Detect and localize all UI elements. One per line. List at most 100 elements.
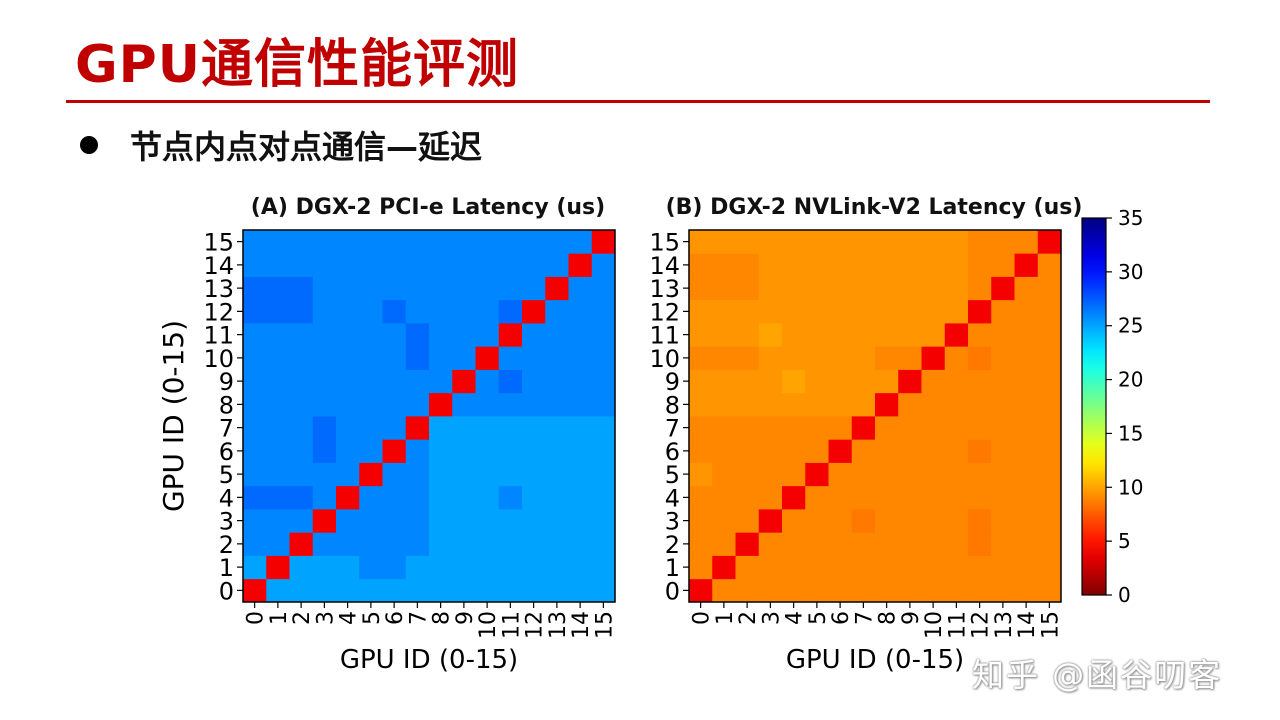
x-axis-label-0: GPU ID (0-15)	[340, 645, 518, 675]
heatmap-cell	[591, 462, 616, 487]
heatmap-cell	[429, 299, 453, 324]
heatmap-cell	[568, 578, 593, 603]
y-tick-label: 6	[219, 438, 234, 466]
heatmap-cell	[382, 323, 407, 347]
heatmap-cell	[452, 230, 476, 254]
heatmap-cell	[266, 369, 290, 394]
heatmap-cell	[498, 578, 523, 603]
heatmap-cell	[382, 578, 407, 603]
y-tick-label: 8	[219, 391, 234, 419]
heatmap-cell	[382, 416, 407, 440]
heatmap-cell	[712, 323, 736, 347]
heatmap-cell	[591, 392, 616, 417]
x-tick-label: 10	[922, 611, 947, 639]
x-tick-label: 4	[783, 611, 808, 625]
heatmap-cell	[359, 462, 383, 487]
heatmap-cell	[312, 346, 337, 370]
heatmap-cell	[1014, 299, 1039, 324]
heatmap-cell	[968, 323, 992, 347]
heatmap-cell	[568, 230, 593, 254]
x-tick-label: 12	[969, 611, 994, 639]
heatmap-cell	[522, 462, 546, 487]
x-tick-label: 3	[759, 611, 784, 625]
x-tick-label: 15	[592, 611, 617, 639]
heatmap-cell	[266, 253, 290, 277]
heatmap-cell	[312, 439, 337, 463]
heatmap-cell	[336, 346, 360, 370]
y-tick-label: 12	[649, 298, 680, 326]
heatmap-cell	[735, 439, 760, 463]
heatmap-cell	[289, 578, 314, 603]
heatmap-cell	[805, 230, 829, 254]
x-tick-label: 1	[713, 611, 738, 625]
heatmap-cell	[944, 392, 969, 417]
heatmap-cell	[712, 439, 736, 463]
heatmap-cell	[968, 392, 992, 417]
heatmap-cell	[498, 253, 523, 277]
heatmap-cell	[968, 485, 992, 510]
heatmap-cell	[1014, 439, 1039, 463]
heatmap-cell	[266, 485, 290, 510]
y-tick-label: 15	[203, 229, 234, 257]
heatmap-cell	[336, 416, 360, 440]
heatmap-cell	[944, 485, 969, 510]
heatmap-cell	[452, 323, 476, 347]
heatmap-cell	[991, 299, 1015, 324]
heatmap-cell	[921, 392, 946, 417]
heatmap-cell	[689, 392, 713, 417]
heatmap-cell	[498, 392, 523, 417]
heatmap-cell	[1037, 369, 1062, 394]
y-tick-label: 5	[665, 461, 680, 489]
heatmap-cell	[851, 369, 876, 394]
y-tick-label: 8	[665, 391, 680, 419]
heatmap-cell	[782, 416, 806, 440]
heatmap-cell	[243, 230, 267, 254]
heatmap-cell	[312, 392, 337, 417]
heatmap-cell	[452, 346, 476, 370]
heatmap-cell	[851, 439, 876, 463]
heatmap-cell	[382, 555, 407, 580]
heatmap-cell	[475, 392, 500, 417]
heatmap-cell	[921, 346, 946, 370]
heatmap-cell	[312, 276, 337, 301]
heatmap-cell	[405, 485, 430, 510]
heatmap-cell	[875, 346, 899, 370]
heatmap-cell	[735, 323, 760, 347]
heatmap-cell	[898, 392, 922, 417]
heatmap-cell	[758, 439, 783, 463]
heatmap-cell	[545, 369, 569, 394]
heatmap-cell	[243, 462, 267, 487]
heatmap-cell	[429, 416, 453, 440]
heatmap-cell	[429, 509, 453, 533]
heatmap-cell	[312, 532, 337, 556]
heatmap-cell	[1037, 392, 1062, 417]
heatmap-cell	[475, 485, 500, 510]
heatmap-cell	[522, 230, 546, 254]
heatmap-cell	[851, 392, 876, 417]
heatmap-cell	[944, 462, 969, 487]
heatmap-cell	[545, 532, 569, 556]
heatmap-cell	[568, 276, 593, 301]
heatmap-cell	[429, 230, 453, 254]
heatmap-cell	[359, 392, 383, 417]
heatmap-cell	[782, 555, 806, 580]
x-tick-label: 0	[244, 611, 269, 625]
heatmap-cell	[475, 346, 500, 370]
y-tick-label: 10	[649, 345, 680, 373]
colorbar-tick-label: 25	[1118, 314, 1143, 338]
heatmap-cell	[243, 276, 267, 301]
heatmap-cell	[689, 346, 713, 370]
heatmap-cell	[405, 369, 430, 394]
y-tick-label: 11	[203, 322, 234, 350]
heatmap-cell	[591, 532, 616, 556]
title-rule	[66, 100, 1210, 103]
heatmap-cell	[545, 485, 569, 510]
heatmap-cell	[266, 230, 290, 254]
x-tick-label: 8	[876, 611, 901, 625]
heatmap-cell	[452, 253, 476, 277]
heatmap-cell	[359, 346, 383, 370]
heatmap-cell	[968, 276, 992, 301]
heatmap-cell	[243, 578, 267, 603]
x-tick-label: 11	[499, 611, 524, 639]
heatmap-cell	[735, 462, 760, 487]
